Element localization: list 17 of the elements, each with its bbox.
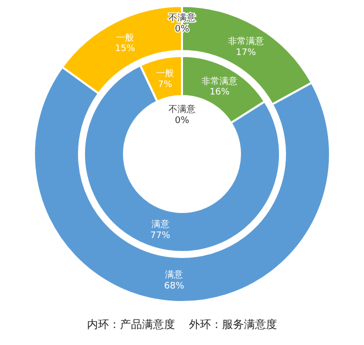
text: 内环：产品满意度 外环：服务满意度 bbox=[87, 318, 277, 331]
data-label: 68% bbox=[164, 281, 185, 292]
slice-label: 满意 bbox=[165, 269, 184, 280]
slice-label: 一般 bbox=[156, 68, 174, 80]
data-label: 16% bbox=[210, 88, 230, 98]
slice-label: 一般 bbox=[116, 32, 134, 44]
slice-label: 满意 bbox=[151, 219, 170, 230]
category-label: 不满意 bbox=[168, 105, 196, 116]
data-label: 15% bbox=[115, 44, 136, 54]
text: 0% bbox=[174, 116, 190, 126]
text: 0% bbox=[174, 24, 190, 34]
category-label: 不满意 bbox=[168, 14, 196, 24]
slice-label: 非常满意 bbox=[228, 36, 264, 48]
data-label: 17% bbox=[236, 48, 256, 58]
data-label: 7% bbox=[158, 80, 173, 90]
data-label: 77% bbox=[150, 230, 171, 241]
slice-label: 非常满意 bbox=[202, 76, 238, 87]
